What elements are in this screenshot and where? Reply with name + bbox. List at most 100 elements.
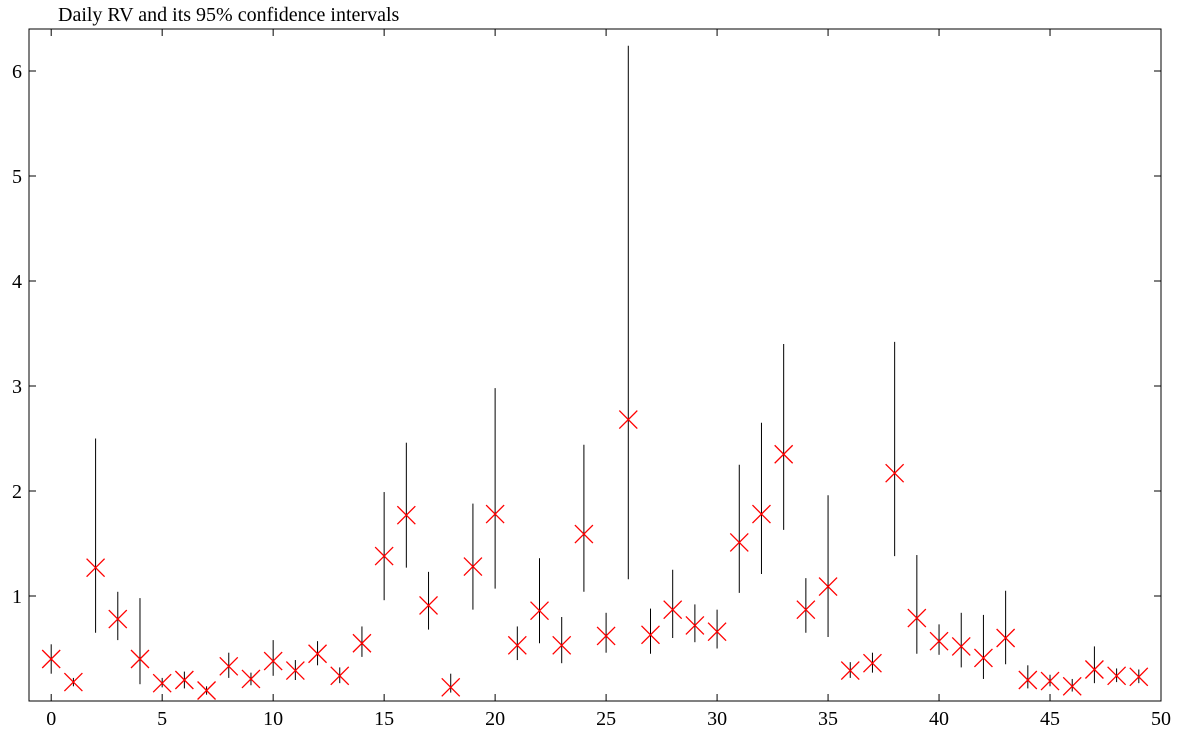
rv-point-stroke [885,463,905,483]
rv-point-stroke [352,633,372,653]
rv-point-stroke [1018,670,1038,690]
rv-point [1018,670,1038,690]
rv-point-stroke [263,651,283,671]
x-tick-label: 25 [596,708,616,730]
rv-point-stroke [174,670,194,690]
rv-point [441,677,461,697]
rv-point-stroke [1129,667,1149,687]
rv-point [241,669,261,689]
rv-point [685,615,705,635]
rv-point-stroke [729,532,749,552]
rv-point [86,558,106,578]
y-tick-label: 1 [12,586,22,608]
rv-point-stroke [419,595,438,615]
rv-point-stroke [152,673,172,693]
rv-point-stroke [1084,660,1104,679]
y-tick-label: 6 [12,61,22,83]
rv-point [663,600,683,620]
rv-point-stroke [973,648,993,668]
rv-point-stroke [108,609,128,629]
y-axis-ticks: 1 2 3 4 5 6 [12,61,1161,608]
rv-point [463,557,483,577]
rv-markers [41,410,1149,700]
rv-point [840,661,860,681]
rv-point-stroke [596,626,616,646]
rv-point [308,644,328,664]
rv-point [1129,667,1149,687]
rv-point [951,636,971,656]
rv-point-stroke [907,608,927,628]
rv-point [152,673,172,693]
rv-point-stroke [463,557,483,577]
rv-point-stroke [197,681,217,700]
rv-point [973,648,993,668]
x-tick-label: 20 [485,708,505,730]
rv-point-stroke [530,601,549,621]
rv-point [41,649,61,669]
rv-point [752,504,771,524]
rv-point-stroke [818,577,838,597]
rv-point-stroke [574,524,594,544]
rv-point [796,600,816,620]
rv-point-stroke [308,644,328,664]
rv-point-stroke [507,635,527,655]
rv-point-stroke [1062,676,1082,696]
rv-point-stroke [285,661,305,681]
rv-point [862,653,882,673]
confidence-intervals [50,45,1140,695]
rv-point-stroke [130,649,150,669]
rv-point-stroke [374,546,394,566]
chart-title: Daily RV and its 95% confidence interval… [58,4,400,26]
rv-point [485,504,505,524]
rv-point [885,463,905,483]
rv-point [507,635,527,655]
x-tick-label: 40 [929,708,949,730]
rv-point [130,649,150,669]
rv-point-stroke [951,636,971,656]
rv-point-stroke [441,677,461,697]
rv-point [818,577,838,597]
y-tick-label: 4 [12,271,22,293]
rv-point [374,546,394,566]
rv-point-stroke [1107,666,1127,686]
rv-point-stroke [86,558,106,578]
rv-point [352,633,372,653]
rv-point-stroke [641,625,660,645]
rv-point [396,505,416,525]
rv-point-stroke [219,656,239,676]
rv-point [419,595,438,615]
rv-point [1084,660,1104,679]
rv-point-stroke [685,615,705,635]
x-axis-ticks: 0 5 10 15 20 25 30 35 40 45 50 [46,29,1171,730]
rv-point [63,672,83,692]
rv-point [530,601,549,621]
rv-point [729,532,749,552]
x-tick-label: 0 [46,708,56,730]
rv-point-stroke [618,410,638,430]
y-tick-label: 5 [12,166,22,188]
rv-point [996,628,1016,648]
rv-point-stroke [796,600,816,620]
plot-frame [28,28,1162,702]
x-tick-label: 35 [818,708,838,730]
rv-point [641,625,660,645]
rv-point [707,622,727,642]
rv-point-stroke [63,672,83,692]
rv-point [197,681,217,700]
rv-point-stroke [663,600,683,620]
rv-point [929,631,949,651]
x-tick-label: 15 [374,708,394,730]
rv-point-stroke [241,669,261,689]
rv-point [574,524,594,544]
rv-point [219,656,239,676]
rv-point-stroke [485,504,505,524]
rv-point-stroke [840,661,860,681]
rv-point [1107,666,1127,686]
rv-point [907,608,927,628]
rv-point [774,444,794,464]
rv-point-stroke [929,631,949,651]
rv-point [285,661,305,681]
rv-point [174,670,194,690]
x-tick-label: 50 [1151,708,1171,730]
